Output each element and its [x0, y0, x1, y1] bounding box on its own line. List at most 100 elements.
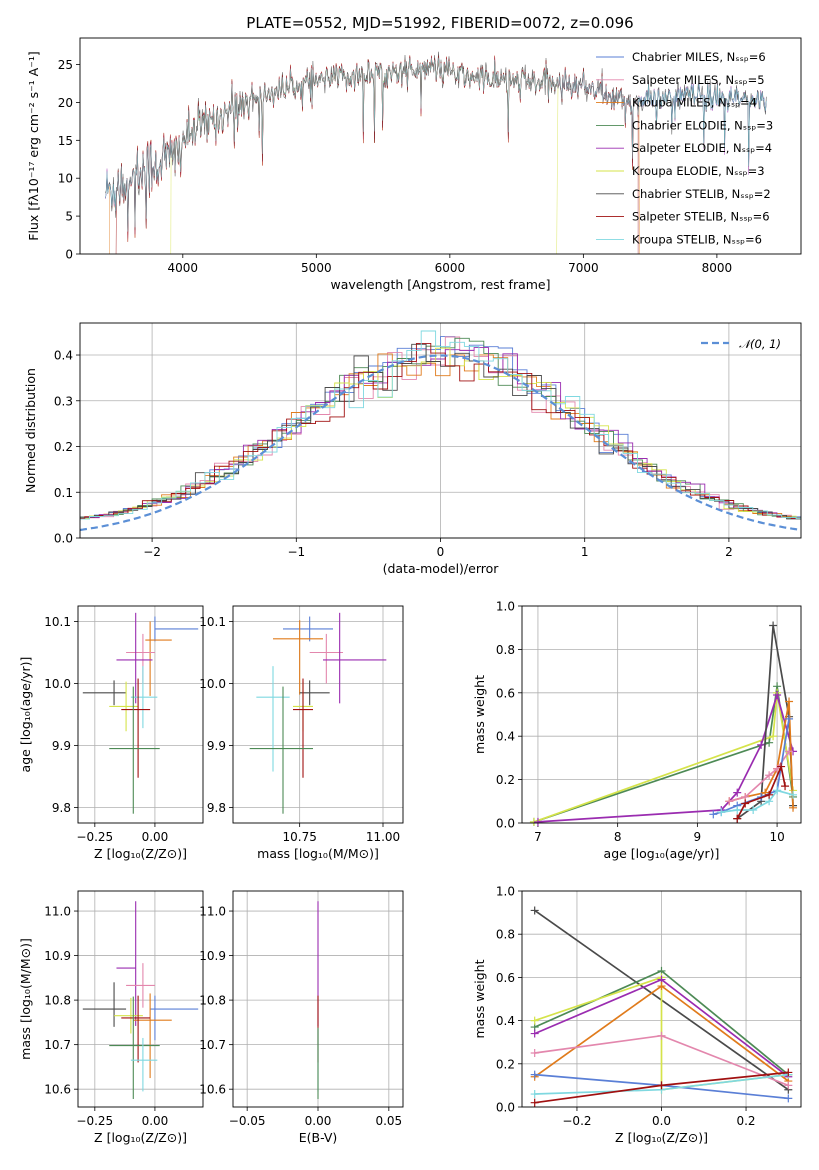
- weight-lines: [530, 906, 793, 1107]
- x-tick-label: 0.00: [142, 830, 169, 844]
- weight-marker: [785, 747, 794, 756]
- weight-series-line: [537, 692, 794, 823]
- y-tick-label: 10.6: [44, 1083, 71, 1097]
- y-tick-label: 0.4: [496, 1014, 515, 1028]
- y-tick-label: 0.2: [54, 440, 73, 454]
- y-tick-label: 10.6: [199, 1083, 226, 1097]
- axes-frame: [521, 890, 802, 1108]
- y-tick-label: 10.1: [44, 615, 71, 629]
- x-tick-label: 0.0: [652, 1114, 671, 1128]
- y-axis-label: Flux [fλ10⁻¹⁷ erg cm⁻² s⁻¹ A⁻¹]: [26, 51, 41, 240]
- x-tick-label: 9: [694, 830, 702, 844]
- weight-marker: [530, 1090, 539, 1099]
- axes-frame: [79, 37, 802, 255]
- y-tick-label: 1.0: [496, 885, 515, 899]
- legend-entry: Chabrier STELIB, Nₛₛₚ=2: [632, 187, 771, 201]
- spectrum-series-line: [105, 57, 767, 232]
- errorbar-points: [82, 612, 199, 814]
- y-tick-label: 0.3: [54, 394, 73, 408]
- weight-marker: [749, 805, 758, 814]
- weight-marker: [530, 1029, 539, 1038]
- axes-frame: [521, 605, 802, 824]
- y-tick-label: 0.1: [54, 486, 73, 500]
- panel-age-vs-mass: 10.75 11.00 9.8 9.9 10.0 10.1 mass [log₁₀(M/M⊙…: [199, 605, 404, 861]
- panel-mass-vs-Z: −0.25 0.00 10.6 10.7 10.8 10.9 11.0 Z [log₁₀(Z/…: [18, 890, 204, 1145]
- y-tick-label: 10.9: [44, 949, 71, 963]
- weight-marker: [784, 1094, 793, 1103]
- x-tick-label: 4000: [168, 261, 199, 275]
- weight-marker: [657, 1081, 666, 1090]
- weight-marker: [777, 762, 786, 771]
- x-axis-label: Z [log₁₀(Z/Z⊙)]: [615, 1130, 708, 1145]
- weight-marker: [785, 714, 794, 723]
- weight-marker: [784, 1068, 793, 1077]
- y-axis-label: mass [log₁₀(M/M⊙)]: [18, 938, 33, 1060]
- x-tick-label: 5000: [301, 261, 332, 275]
- hist-steps: [80, 330, 801, 532]
- x-tick-label: −0.05: [229, 1114, 266, 1128]
- x-tick-label: 7: [534, 830, 542, 844]
- weight-marker: [773, 690, 782, 699]
- y-tick-label: 15: [58, 134, 73, 148]
- x-axis-label: wavelength [Angstrom, rest frame]: [330, 277, 550, 292]
- y-tick-label: 10.8: [44, 994, 71, 1008]
- y-axis-label: mass weight: [472, 959, 487, 1038]
- y-tick-label: 10.1: [199, 615, 226, 629]
- y-tick-label: 0.4: [496, 730, 515, 744]
- y-tick-label: 10.0: [199, 677, 226, 691]
- y-tick-label: 0.8: [496, 928, 515, 942]
- y-tick-label: 10.0: [44, 677, 71, 691]
- x-tick-label: 0.2: [736, 1114, 755, 1128]
- legend-entry: Kroupa MILES, Nₛₛₚ=4: [632, 96, 757, 110]
- weight-marker: [741, 799, 750, 808]
- weight-marker: [784, 1081, 793, 1090]
- panel-weight-vs-age: 7 8 9 10 0.0 0.2 0.4 0.6 0.8 1.0 age [log₁₀(age/yr…: [472, 600, 802, 861]
- weight-marker: [733, 805, 742, 814]
- x-axis-label: (data-model)/error: [383, 561, 500, 576]
- weight-marker: [530, 1098, 539, 1107]
- panel-spectrum: 4000 5000 6000 7000 8000 0 5 10 15 20 25 wavelength…: [26, 37, 802, 292]
- weight-marker: [789, 790, 798, 799]
- weight-marker: [530, 1049, 539, 1057]
- weight-marker: [530, 1070, 539, 1079]
- x-tick-label: 11.00: [366, 830, 400, 844]
- legend-entry: Kroupa STELIB, Nₛₛₚ=6: [632, 232, 762, 246]
- weight-marker: [773, 786, 782, 795]
- y-tick-label: 0.0: [496, 1101, 515, 1115]
- y-tick-label: 0.0: [496, 817, 515, 831]
- weight-marker: [769, 732, 778, 741]
- x-tick-label: 0.00: [142, 1114, 169, 1128]
- legend-entry: Chabrier MILES, Nₛₛₚ=6: [632, 50, 766, 64]
- spectrum-title: PLATE=0552, MJD=51992, FIBERID=0072, z=0…: [246, 14, 633, 32]
- x-tick-label: 1: [581, 545, 589, 559]
- errorbar-points: [249, 612, 387, 814]
- y-tick-label: 10: [58, 172, 73, 186]
- x-tick-label: 7000: [568, 261, 599, 275]
- y-tick-label: 0: [65, 248, 73, 262]
- y-tick-label: 5: [65, 210, 73, 224]
- spectrum-lines: [105, 51, 767, 254]
- weight-marker: [769, 621, 778, 630]
- panel-age-vs-Z: −0.25 0.00 9.8 9.9 10.0 10.1 Z [log₁₀(Z/Z⊙)] ag…: [18, 605, 204, 861]
- y-tick-label: 10.9: [199, 949, 226, 963]
- y-tick-label: 0.0: [54, 532, 73, 546]
- x-tick-label: 0.05: [375, 1114, 402, 1128]
- histogram-series: [80, 343, 801, 520]
- x-tick-label: 2: [725, 545, 733, 559]
- weight-marker: [781, 782, 790, 791]
- y-tick-label: 0.6: [496, 686, 515, 700]
- y-tick-label: 0.2: [496, 773, 515, 787]
- weight-marker: [533, 817, 542, 826]
- y-tick-label: 10.7: [44, 1038, 71, 1052]
- x-tick-label: −1: [287, 545, 305, 559]
- y-tick-label: 9.8: [207, 801, 226, 815]
- x-tick-label: −0.2: [562, 1114, 591, 1128]
- x-axis-label: Z [log₁₀(Z/Z⊙)]: [94, 846, 187, 861]
- legend-entry: Salpeter STELIB, Nₛₛₚ=6: [632, 210, 770, 224]
- weight-marker: [530, 1016, 539, 1025]
- y-axis-label: mass weight: [472, 675, 487, 754]
- weight-marker: [709, 810, 718, 819]
- y-tick-label: 1.0: [496, 600, 515, 614]
- y-tick-label: 20: [58, 96, 73, 110]
